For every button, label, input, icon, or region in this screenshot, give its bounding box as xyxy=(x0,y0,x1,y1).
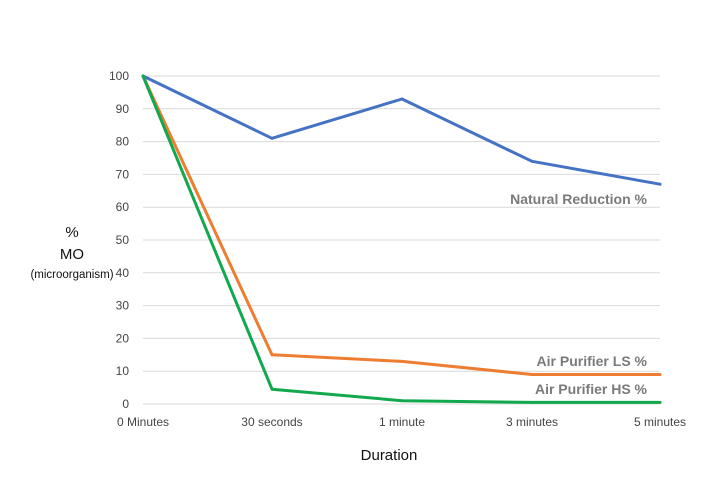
y-axis-title-line3: (microorganism) xyxy=(30,269,113,281)
data-point xyxy=(400,97,404,101)
y-tick-label: 40 xyxy=(116,266,130,280)
x-tick-label: 30 seconds xyxy=(241,415,302,429)
data-point xyxy=(400,360,404,363)
data-point xyxy=(270,387,274,391)
y-axis-title-line2: MO xyxy=(60,246,84,263)
series-line-0 xyxy=(141,74,662,186)
x-tick-label: 3 minutes xyxy=(506,415,558,429)
y-tick-label: 80 xyxy=(116,135,130,149)
x-axis-ticks: 0 Minutes 30 seconds 1 minute 3 minutes 5 mi… xyxy=(117,415,686,429)
series-line-1 xyxy=(141,74,662,376)
data-point xyxy=(658,373,662,376)
data-point xyxy=(530,159,534,163)
data-point xyxy=(530,401,534,404)
x-tick-label: 5 minutes xyxy=(634,415,686,429)
series-label-1: Air Purifier LS % xyxy=(537,353,648,369)
data-point xyxy=(400,399,404,403)
y-axis-ticks: 0 10 20 30 40 50 60 70 80 90 100 xyxy=(109,69,129,411)
gridlines xyxy=(143,75,660,405)
y-tick-label: 90 xyxy=(116,102,130,116)
y-tick-label: 0 xyxy=(122,397,129,411)
series-lines xyxy=(141,74,662,404)
y-tick-label: 100 xyxy=(109,69,129,83)
series-label-0: Natural Reduction % xyxy=(510,191,647,207)
y-tick-label: 10 xyxy=(116,364,130,378)
series-labels: Natural Reduction % Air Purifier LS % Air … xyxy=(510,191,647,397)
data-point xyxy=(141,74,145,78)
y-tick-label: 70 xyxy=(116,167,130,181)
y-tick-label: 20 xyxy=(116,331,130,345)
y-tick-label: 50 xyxy=(116,233,130,247)
x-axis-title: Duration xyxy=(361,447,418,464)
data-point xyxy=(530,373,534,376)
data-point xyxy=(270,136,274,140)
y-tick-label: 30 xyxy=(116,299,130,313)
data-point xyxy=(658,182,662,186)
x-tick-label: 0 Minutes xyxy=(117,415,169,429)
x-tick-label: 1 minute xyxy=(379,415,425,429)
data-point xyxy=(658,401,662,404)
y-axis-title-line1: % xyxy=(65,224,78,241)
series-label-2: Air Purifier HS % xyxy=(535,381,648,397)
y-tick-label: 60 xyxy=(116,200,130,214)
data-point xyxy=(270,353,274,357)
